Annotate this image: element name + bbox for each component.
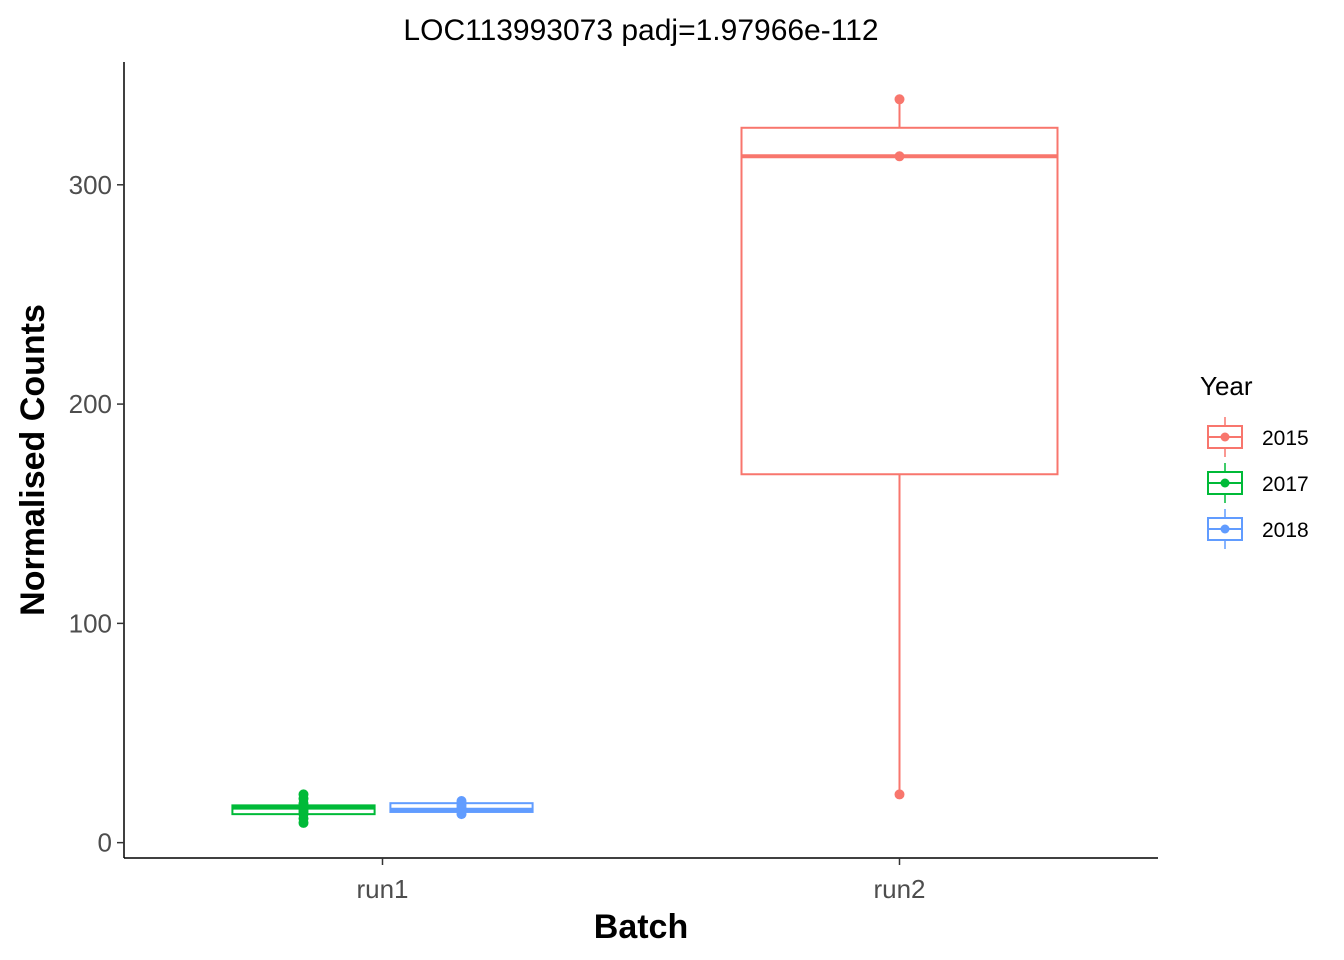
y-axis-title: Normalised Counts	[14, 304, 52, 616]
box-2017-run1	[231, 789, 376, 828]
y-axis-ticks: 0 100 200 300	[69, 170, 124, 858]
box-2018-run1	[389, 795, 534, 820]
x-axis-ticks: run1 run2	[356, 858, 926, 904]
legend-label: 2015	[1262, 427, 1309, 450]
data-point	[298, 789, 309, 800]
legend-item-2017: 2017	[1207, 463, 1309, 503]
data-point	[894, 789, 905, 800]
box-iqr	[740, 126, 1059, 476]
legend-label: 2018	[1262, 519, 1309, 542]
legend-item-2018: 2018	[1207, 509, 1309, 549]
chart-title: LOC113993073 padj=1.97966e-112	[403, 14, 878, 47]
legend-title: Year	[1200, 371, 1253, 401]
box-2015-run2	[740, 94, 1059, 800]
x-tick-label: run2	[873, 874, 925, 904]
legend-key-point	[1220, 432, 1230, 442]
legend-key-point	[1220, 524, 1230, 534]
y-tick-label: 300	[69, 170, 112, 200]
y-tick-label: 0	[98, 828, 112, 858]
y-tick-label: 100	[69, 608, 112, 638]
legend-label: 2017	[1262, 473, 1309, 496]
data-point	[894, 151, 905, 162]
data-point	[456, 795, 467, 806]
plot-area	[231, 94, 1059, 828]
legend-key-point	[1220, 478, 1230, 488]
x-axis-title: Batch	[594, 908, 688, 946]
legend: Year 2015 2017 2018	[1200, 371, 1309, 549]
data-point	[894, 94, 905, 105]
legend-item-2015: 2015	[1207, 417, 1309, 457]
x-tick-label: run1	[356, 874, 408, 904]
y-tick-label: 200	[69, 389, 112, 419]
